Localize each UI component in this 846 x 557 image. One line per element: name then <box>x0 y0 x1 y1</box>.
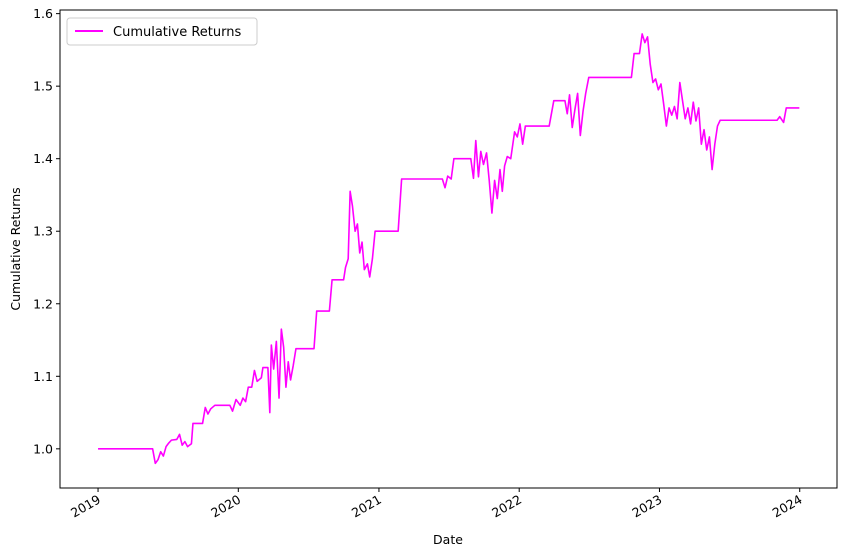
x-tick-label: 2024 <box>770 492 805 521</box>
y-tick-label: 1.0 <box>33 441 53 456</box>
series-line-0 <box>98 33 800 465</box>
legend-label-cumulative-returns: Cumulative Returns <box>113 25 241 40</box>
x-tick-label: 2019 <box>68 492 103 521</box>
y-tick-label: 1.5 <box>33 79 53 94</box>
x-tick-label: 2023 <box>629 492 664 521</box>
y-tick-label: 1.3 <box>33 224 53 239</box>
y-axis: 1.0 1.1 1.2 1.3 1.4 1.5 1.6 <box>33 6 60 456</box>
plot-frame <box>59 9 838 489</box>
x-tick-label: 2022 <box>489 492 524 521</box>
y-axis-label: Cumulative Returns <box>8 187 23 310</box>
x-axis: 2019 2020 2021 2022 2023 2024 <box>68 488 805 521</box>
legend-box <box>66 17 258 46</box>
y-tick-label: 1.6 <box>33 6 53 21</box>
legend: Cumulative Returns <box>66 17 258 46</box>
y-tick-label: 1.2 <box>33 296 53 311</box>
series-layer <box>98 33 800 465</box>
x-tick-label: 2021 <box>349 492 384 521</box>
plot-area <box>60 10 837 488</box>
y-tick-label: 1.1 <box>33 369 53 384</box>
y-tick-label: 1.4 <box>33 151 53 166</box>
x-axis-label: Date <box>433 532 463 547</box>
x-tick-label: 2020 <box>208 492 243 521</box>
